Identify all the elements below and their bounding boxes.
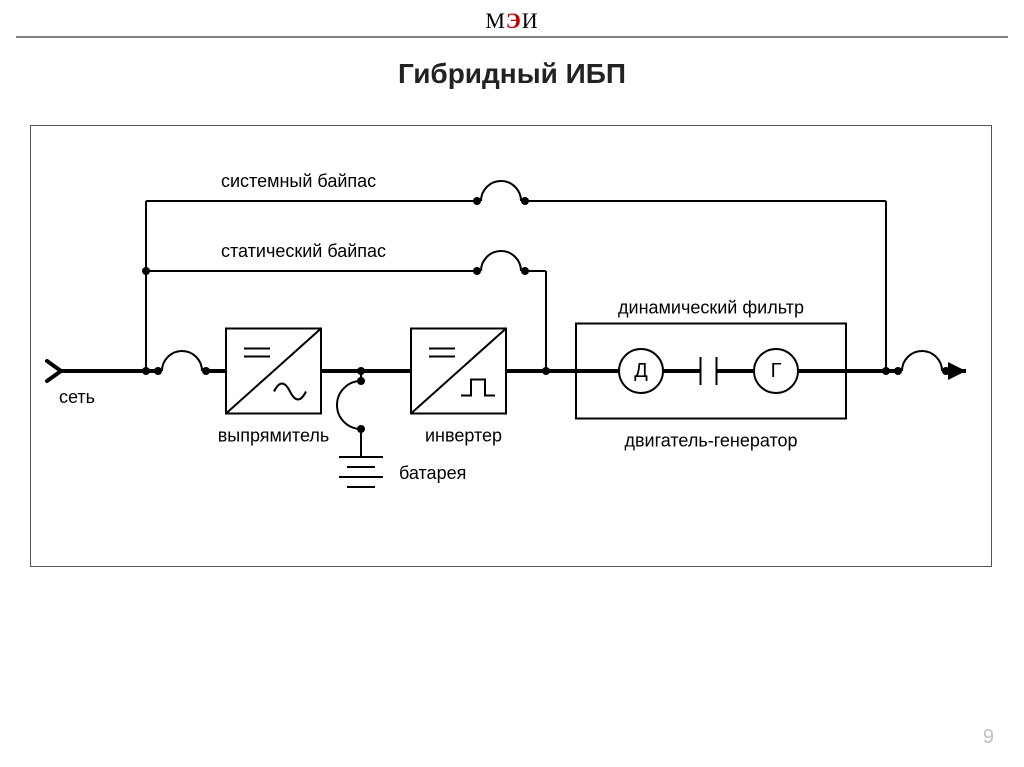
page-title: Гибридный ИБП [0,58,1024,90]
diagram-svg: сеть выпрямитель батарея инвертер динамическ… [31,126,991,566]
svg-text:сеть: сеть [59,387,95,407]
svg-text:системный байпас: системный байпас [221,171,376,191]
logo-letter-e: Э [506,8,522,33]
svg-text:инвертер: инвертер [425,426,502,446]
logo: МЭИ [0,8,1024,34]
svg-text:двигатель-генератор: двигатель-генератор [624,431,797,451]
page-number: 9 [983,726,994,749]
svg-text:батарея: батарея [399,463,466,483]
svg-text:Д: Д [634,360,648,382]
svg-text:статический байпас: статический байпас [221,241,386,261]
diagram-frame: сеть выпрямитель батарея инвертер динамическ… [30,125,992,567]
svg-text:выпрямитель: выпрямитель [218,426,330,446]
svg-text:Г: Г [771,360,782,382]
svg-text:динамический фильтр: динамический фильтр [618,298,804,318]
logo-letter-i: И [522,8,539,33]
header-rule [16,36,1008,38]
logo-letter-m: М [485,8,506,33]
